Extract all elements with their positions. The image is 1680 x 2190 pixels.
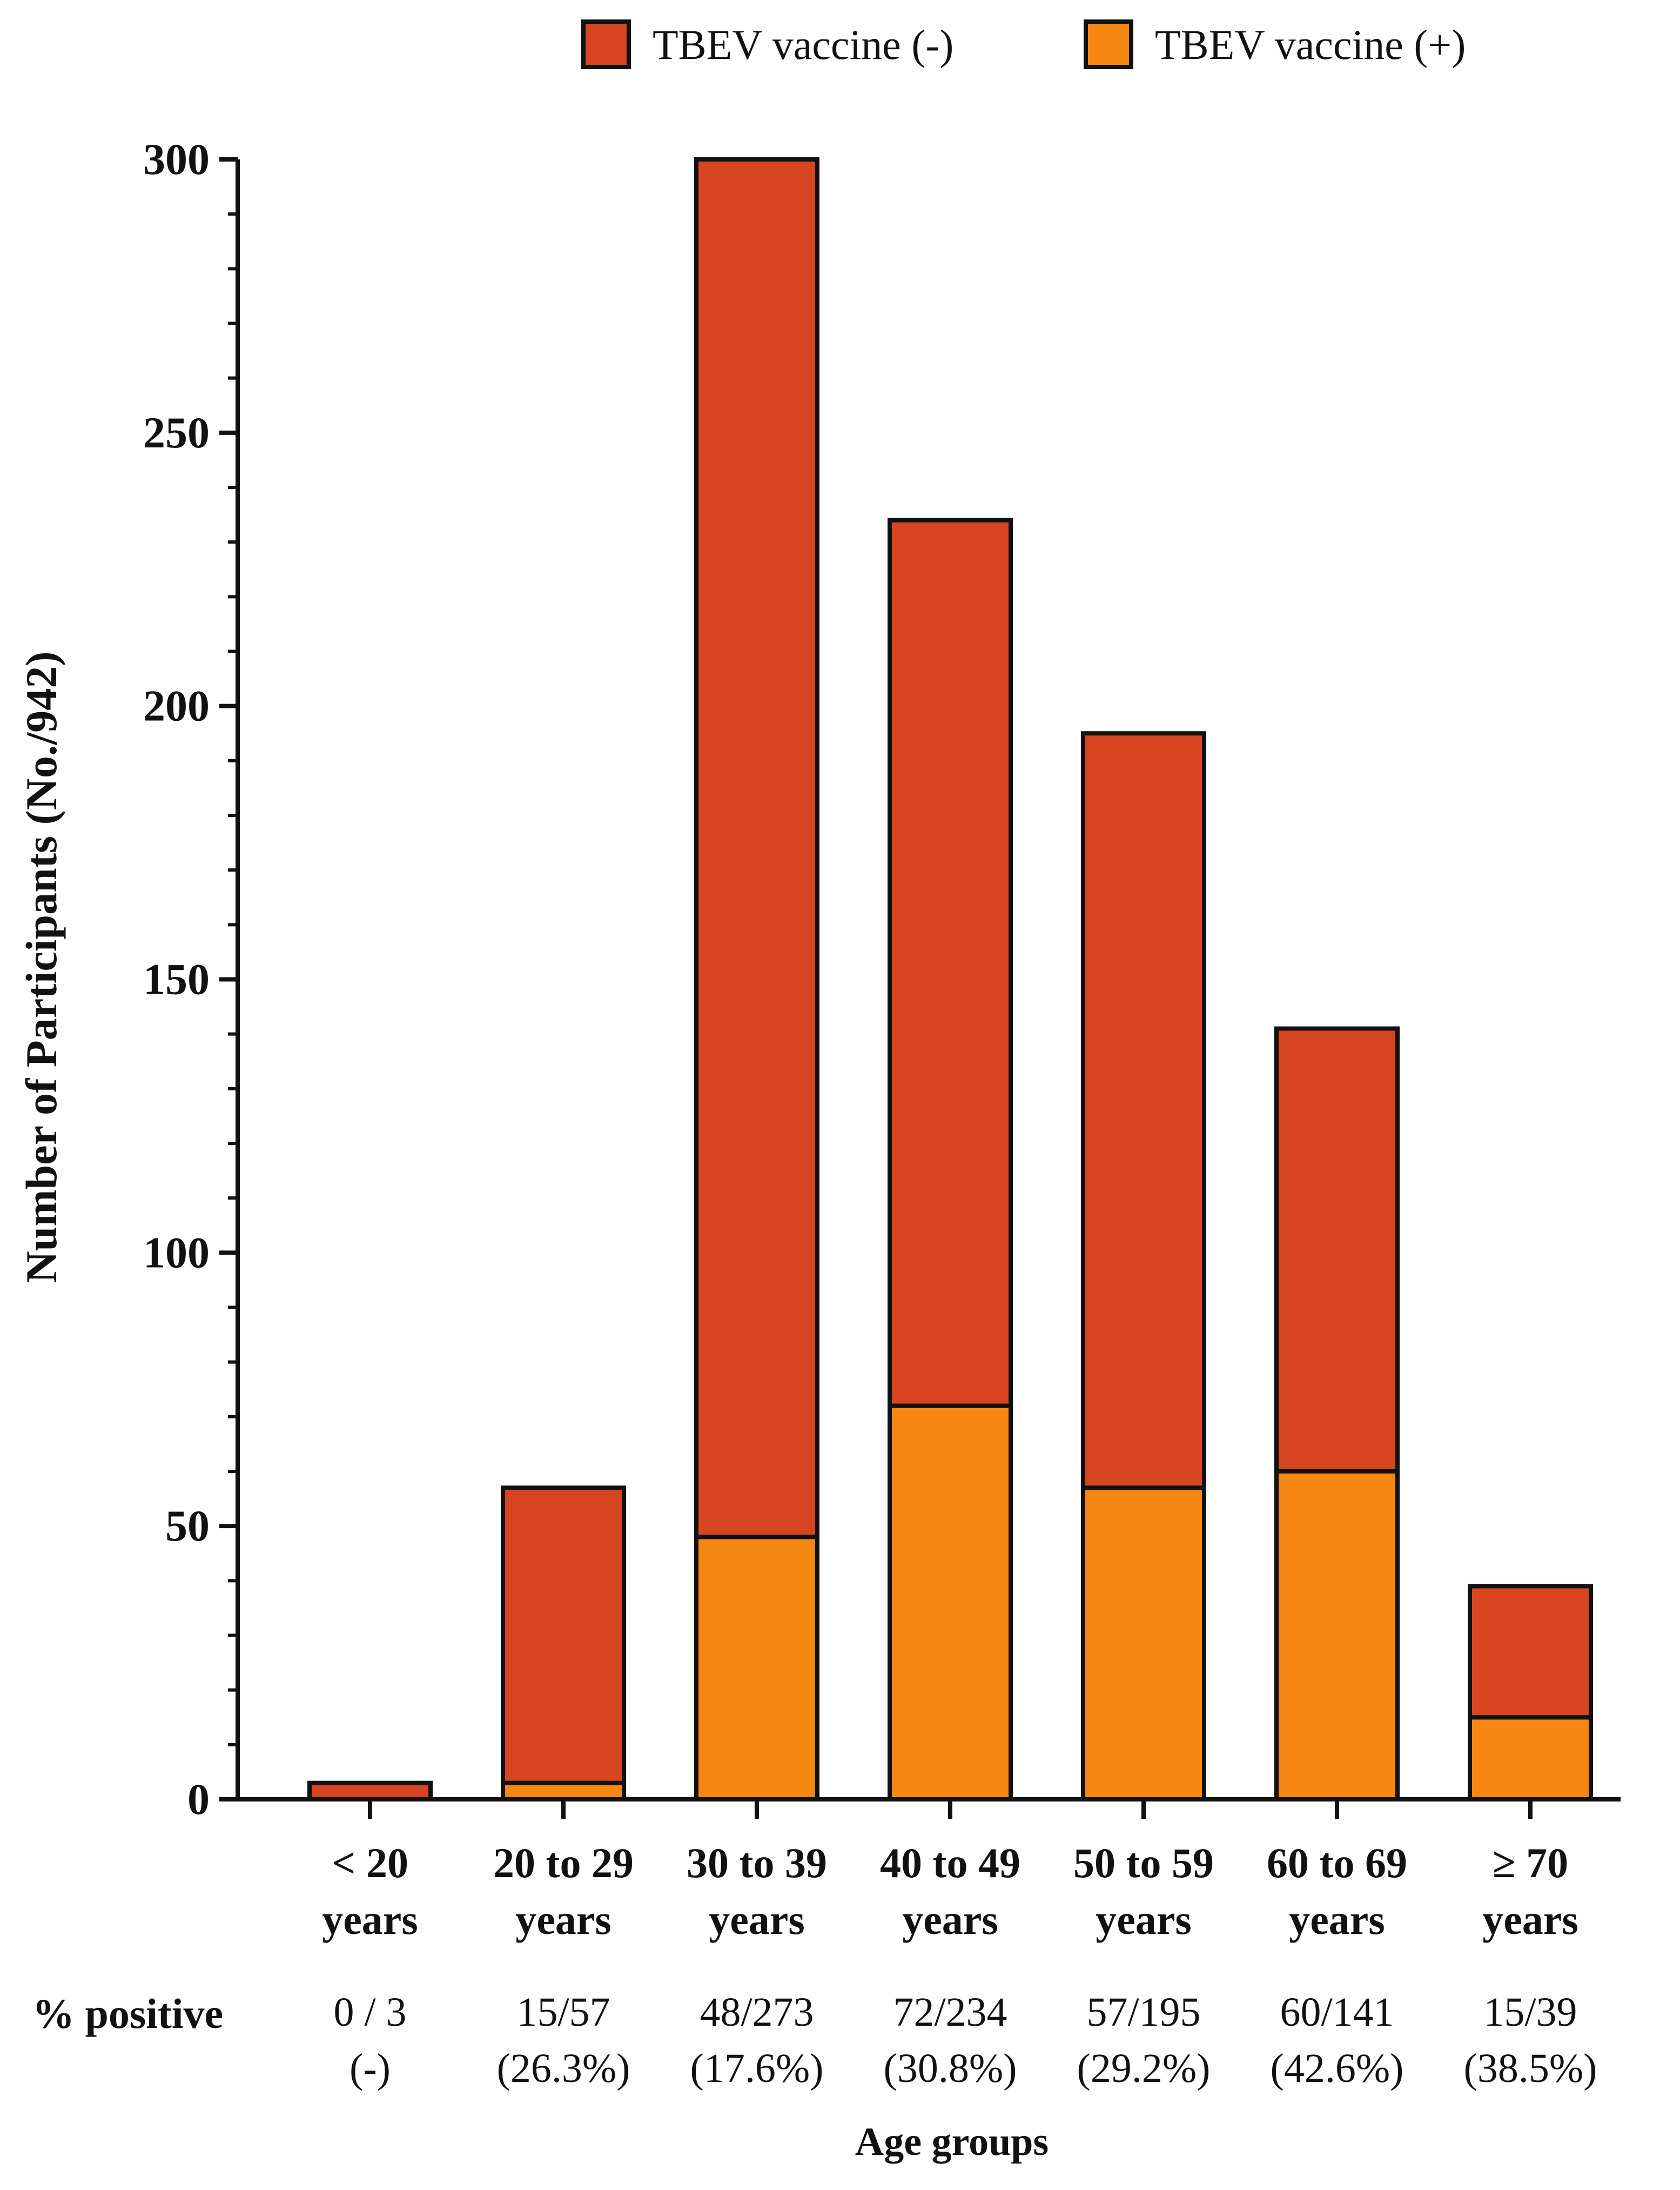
bar-segment bbox=[1274, 1026, 1400, 1474]
bar-segment bbox=[501, 1780, 626, 1801]
positive-fraction: 72/234 bbox=[893, 1990, 1007, 2035]
y-tick-label: 150 bbox=[143, 955, 210, 1004]
y-tick-label: 200 bbox=[143, 681, 210, 731]
x-tick-label: 50 to 59 bbox=[1073, 1839, 1214, 1886]
positive-fraction: 57/195 bbox=[1086, 1990, 1200, 2035]
x-tick-label: 60 to 69 bbox=[1267, 1839, 1407, 1886]
x-tick-label: 20 to 29 bbox=[493, 1839, 634, 1886]
x-tick-label: 30 to 39 bbox=[687, 1839, 827, 1886]
positive-fraction: 15/39 bbox=[1483, 1990, 1577, 2035]
y-tick-label: 100 bbox=[143, 1228, 210, 1277]
bars bbox=[307, 157, 1593, 1802]
y-tick-label: 300 bbox=[143, 135, 210, 184]
x-axis: < 20 years 20 to 29 years 30 to 39 years 40 to… bbox=[238, 1797, 1621, 1943]
legend-swatch bbox=[1084, 19, 1133, 69]
y-axis-label: Number of Participants (No./942) bbox=[17, 651, 66, 1283]
legend-swatch bbox=[581, 19, 631, 69]
x-tick-label: years bbox=[709, 1896, 805, 1943]
bar-segment bbox=[888, 1403, 1013, 1802]
bar-segment bbox=[1468, 1715, 1593, 1801]
positive-percent: (38.5%) bbox=[1464, 2046, 1597, 2091]
positive-row: % positive 0 / 3 (-) 15/57 (26.3%) 48/273 (17.… bbox=[32, 1990, 1597, 2091]
positive-fraction: 15/57 bbox=[516, 1990, 610, 2035]
legend-label: TBEV vaccine (-) bbox=[653, 21, 953, 68]
y-tick-label: 0 bbox=[187, 1774, 210, 1824]
positive-fraction: 48/273 bbox=[700, 1990, 814, 2035]
positive-row-label: % positive bbox=[32, 1990, 223, 2037]
x-tick-label: years bbox=[902, 1896, 998, 1943]
positive-percent: (26.3%) bbox=[497, 2046, 630, 2091]
x-tick-label: years bbox=[322, 1896, 418, 1943]
y-tick-label: 50 bbox=[165, 1501, 210, 1550]
legend: TBEV vaccine (-) TBEV vaccine (+) bbox=[581, 19, 1466, 69]
y-tick-label: 250 bbox=[143, 408, 210, 457]
positive-fraction: 0 / 3 bbox=[333, 1990, 406, 2035]
x-tick-label: years bbox=[1289, 1896, 1385, 1943]
x-tick-label: years bbox=[1096, 1896, 1192, 1943]
x-tick-label: 40 to 49 bbox=[880, 1839, 1020, 1886]
x-tick-label: years bbox=[1482, 1896, 1578, 1943]
bar-segment bbox=[1081, 1485, 1206, 1802]
bar-segment bbox=[1274, 1469, 1400, 1801]
x-tick-label: years bbox=[515, 1896, 611, 1943]
positive-percent: (42.6%) bbox=[1271, 2046, 1404, 2091]
bar-segment bbox=[694, 157, 819, 1539]
bar-segment bbox=[501, 1485, 626, 1785]
positive-percent: (30.8%) bbox=[884, 2046, 1017, 2091]
positive-fraction: 60/141 bbox=[1280, 1990, 1394, 2035]
x-tick-label: ≥ 70 bbox=[1493, 1839, 1568, 1886]
bar-segment bbox=[694, 1535, 819, 1801]
positive-percent: (-) bbox=[350, 2046, 391, 2091]
x-tick-label: < 20 bbox=[332, 1839, 408, 1886]
bar-segment bbox=[888, 518, 1013, 1408]
bar-segment bbox=[1468, 1584, 1593, 1720]
x-axis-label: Age groups bbox=[855, 2120, 1049, 2164]
y-axis: 0 50 100 150 200 250 300 bbox=[143, 135, 240, 1824]
positive-percent: (29.2%) bbox=[1077, 2046, 1211, 2091]
legend-label: TBEV vaccine (+) bbox=[1155, 21, 1466, 68]
positive-percent: (17.6%) bbox=[690, 2046, 824, 2091]
bar-segment bbox=[307, 1780, 433, 1801]
bar-segment bbox=[1081, 731, 1206, 1490]
